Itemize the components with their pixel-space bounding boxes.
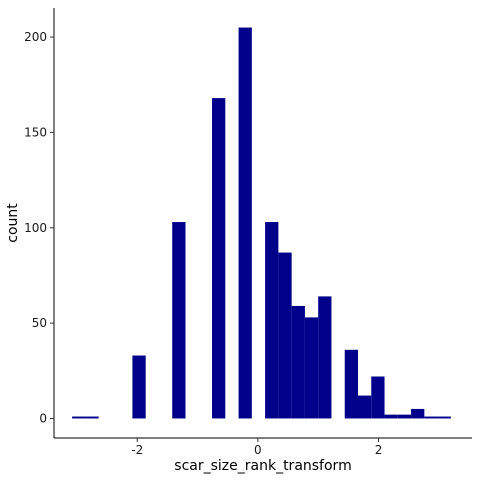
y-axis-title: count	[5, 203, 21, 243]
bars-layer	[72, 27, 451, 419]
histogram-bar	[212, 98, 226, 419]
y-tick-label: 200	[24, 30, 47, 44]
histogram-bar	[72, 416, 86, 419]
histogram-bar	[358, 395, 372, 419]
y-tick-label: 0	[39, 411, 47, 425]
x-ticks: -2 0 2	[131, 438, 382, 457]
histogram-bar	[238, 27, 252, 419]
histogram-bar	[291, 305, 305, 419]
axes-layer	[53, 8, 472, 439]
y-tick-label: 100	[24, 221, 47, 235]
histogram-bar	[397, 414, 412, 419]
histogram-bar	[424, 416, 438, 419]
histogram-bar	[278, 252, 292, 419]
x-tick-label: -2	[131, 443, 143, 457]
histogram-bar	[384, 414, 398, 419]
histogram-bar	[265, 222, 279, 419]
y-ticks: 0 50 100 150 200	[24, 30, 54, 425]
histogram-bar	[172, 222, 186, 419]
histogram-bar	[304, 317, 319, 419]
histogram-bar	[411, 408, 425, 419]
histogram-bar	[318, 296, 332, 419]
histogram-bar	[132, 355, 146, 419]
x-axis-title: scar_size_rank_transform	[174, 458, 351, 474]
histogram-bar	[344, 349, 358, 419]
histogram-bar	[371, 376, 385, 419]
histogram-bar	[437, 416, 451, 419]
y-tick-label: 50	[32, 316, 47, 330]
y-tick-label: 150	[24, 125, 47, 139]
histogram-bar	[85, 416, 99, 419]
x-tick-label: 0	[254, 443, 262, 457]
x-tick-label: 2	[375, 443, 383, 457]
